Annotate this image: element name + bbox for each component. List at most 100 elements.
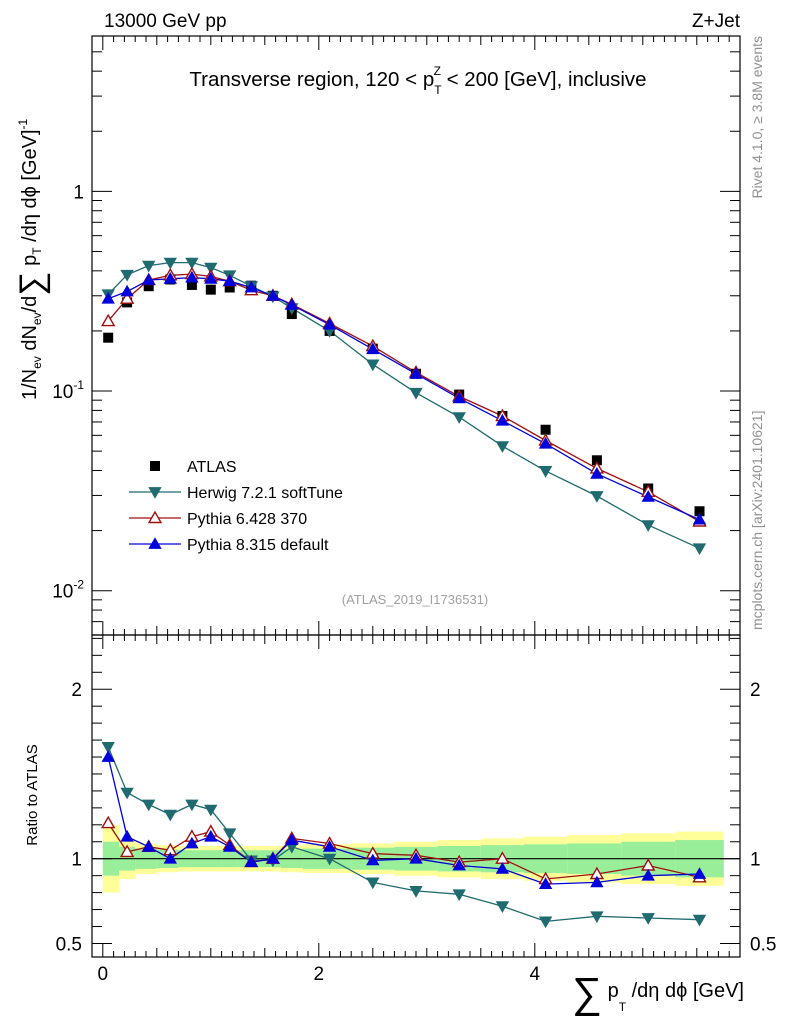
- ratio-point: [692, 867, 707, 879]
- main-point: [452, 412, 466, 424]
- ratio-point: [366, 853, 380, 866]
- main-point: [120, 269, 134, 282]
- ratio-point: [538, 877, 553, 889]
- ratio-ytick-label: 0.5: [56, 934, 82, 955]
- main-point: [142, 273, 156, 285]
- mcplots-label: mcplots.cern.ch [arXiv:2401.10621]: [749, 411, 765, 630]
- main-point: [120, 284, 134, 297]
- main-point: [163, 271, 177, 284]
- main-point: [119, 291, 135, 304]
- ratio-point: [590, 911, 604, 924]
- main-point: [244, 280, 258, 293]
- ratio-point: [322, 853, 337, 866]
- main-point: [366, 342, 380, 355]
- ratio-point: [142, 799, 156, 812]
- main-point: [452, 391, 466, 404]
- ratio-point: [495, 901, 510, 914]
- main-ytick-label: 10-1: [52, 378, 84, 403]
- ratio-point: [120, 829, 134, 842]
- legend-label: Pythia 8.315 default: [187, 537, 329, 554]
- legend-label: Pythia 6.428 370: [187, 511, 307, 528]
- legend-marker: [147, 510, 163, 524]
- main-point: [591, 455, 602, 466]
- ratio-point: [590, 875, 604, 888]
- ratio-point: [204, 829, 218, 842]
- legend-label: Herwig 7.2.1 softTune: [187, 485, 343, 502]
- ratio-point: [692, 914, 707, 927]
- header-right: Z+Jet: [692, 11, 741, 32]
- main-ytick-label: 10-2: [52, 578, 84, 603]
- main-point: [641, 490, 655, 502]
- ratio-series-line: [107, 746, 700, 923]
- ratio-point: [538, 916, 553, 929]
- ratio-point: [204, 804, 218, 817]
- ratio-point: [142, 839, 156, 852]
- main-point: [590, 466, 604, 479]
- ratio-ytick-label-right: 2: [750, 680, 761, 701]
- main-point: [266, 288, 280, 301]
- main-point: [641, 520, 655, 532]
- ratio-point: [119, 844, 135, 858]
- ratio-xtick-label: 2: [314, 964, 325, 985]
- main-point: [692, 543, 707, 556]
- ratio-point: [100, 815, 116, 829]
- main-point: [185, 257, 199, 270]
- ratio-point: [409, 886, 423, 898]
- ratio-point: [185, 799, 199, 812]
- ratio-ytick-label-right: 0.5: [750, 934, 776, 955]
- main-point: [205, 284, 216, 295]
- main-series-line: [107, 261, 700, 549]
- ratio-panel: 0.5 0.5 1 1 2 2 0 2 4: [56, 634, 776, 985]
- ratio-point: [223, 828, 237, 841]
- main-point: [204, 262, 218, 275]
- ratio-point: [452, 858, 466, 871]
- main-title: Transverse region, 120 < pTZ < 200 [GeV]…: [189, 64, 646, 97]
- main-point: [185, 270, 199, 283]
- main-point: [223, 274, 237, 287]
- ratio-point: [185, 836, 199, 849]
- main-ylabel: 1/Nev dNev/d∑ pT /dη dϕ [GeV]-1: [13, 118, 51, 400]
- main-point: [692, 512, 707, 525]
- ratio-point: [285, 833, 299, 845]
- ratio-ytick-label-right: 1: [750, 850, 761, 871]
- ratio-ylabel: Ratio to ATLAS: [24, 744, 41, 845]
- ratio-point: [244, 855, 258, 867]
- legend-marker: [148, 537, 162, 549]
- main-panel: 10-2 10-1 1 ATLAS Herwig 7.2.1 softTune Pythi…: [52, 35, 741, 636]
- main-point: [538, 465, 553, 478]
- main-point: [409, 387, 423, 400]
- main-point: [142, 260, 156, 273]
- main-point: [495, 441, 510, 453]
- ratio-point: [101, 742, 115, 754]
- ratio-point: [266, 851, 280, 864]
- main-point: [143, 281, 154, 292]
- main-point: [366, 359, 380, 372]
- header-left: 13000 GeV pp: [104, 11, 227, 32]
- main-series-line: [107, 276, 700, 521]
- ratio-point: [641, 913, 655, 925]
- main-ytick-label: 1: [73, 182, 84, 203]
- ratio-xtick-label: 0: [98, 964, 109, 985]
- legend-marker: [148, 487, 162, 499]
- ratio-frame: [91, 634, 741, 958]
- ratio-xtick-label: 4: [530, 964, 541, 985]
- ratio-point: [223, 839, 237, 852]
- ratio-point: [120, 787, 134, 800]
- legend-marker: [150, 461, 160, 471]
- main-point: [101, 291, 115, 304]
- main-point: [204, 271, 218, 284]
- ratio-ytick-label: 2: [71, 680, 82, 701]
- main-point: [224, 282, 235, 293]
- ratio-point: [163, 809, 177, 822]
- main-point: [495, 413, 510, 426]
- main-point: [322, 317, 337, 330]
- ratio-point: [366, 877, 380, 890]
- rivet-version-label: Rivet 4.1.0, ≥ 3.8M events: [749, 36, 765, 199]
- ratio-point: [409, 851, 423, 864]
- main-point: [103, 332, 114, 343]
- main-point: [163, 257, 177, 270]
- ratio-xlabel: ∑ pT /dη dϕ [GeV]: [572, 969, 744, 1016]
- legend-label: ATLAS: [187, 459, 237, 476]
- ratio-point: [495, 862, 510, 874]
